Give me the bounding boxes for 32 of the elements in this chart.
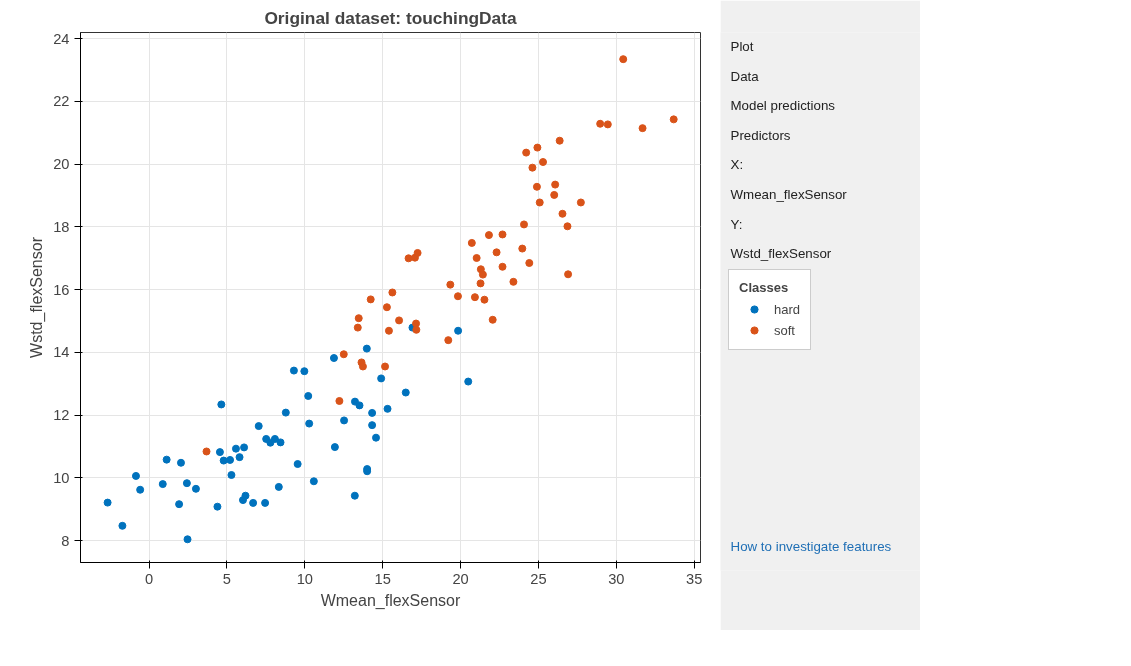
x-tick-label: 0 (144, 570, 154, 587)
text: Data (730, 68, 760, 84)
legend-title: Classes (739, 280, 790, 295)
text: Plot (730, 39, 754, 55)
legend-label: soft (774, 322, 795, 338)
x-tick-label: 5 (222, 570, 232, 587)
text: X: (730, 157, 744, 173)
x-axis-title: Wmean_flexSensor (320, 591, 461, 610)
y-tick-label: 8 (61, 532, 70, 549)
y-tick-label: 14 (53, 344, 70, 361)
x-tick-label: 20 (452, 570, 469, 587)
y-tick-label: 12 (53, 407, 70, 424)
y-tick-label: 24 (53, 30, 70, 47)
text: Y: (730, 216, 743, 232)
text: Wstd_flexSensor (730, 246, 832, 262)
x-tick-label: 25 (530, 570, 547, 587)
x-tick-label: 30 (608, 570, 625, 587)
text: Predictors (730, 127, 791, 143)
text: Wmean_flexSensor (730, 186, 848, 202)
x-tick-label: 10 (296, 570, 313, 587)
text: How to investigate features (730, 539, 892, 555)
y-axis-title: Wstd_flexSensor (28, 236, 47, 358)
x-tick-label: 15 (374, 570, 391, 587)
y-tick-label: 18 (53, 218, 70, 235)
y-tick-label: 16 (53, 281, 70, 298)
chart-title: Original dataset: touchingData (264, 7, 517, 28)
y-tick-label: 10 (53, 469, 70, 486)
y-tick-label: 22 (53, 93, 70, 110)
y-tick-label: 20 (53, 156, 70, 173)
x-tick-label: 35 (686, 570, 703, 587)
legend-label: hard (774, 301, 801, 317)
text: Model predictions (730, 98, 836, 114)
